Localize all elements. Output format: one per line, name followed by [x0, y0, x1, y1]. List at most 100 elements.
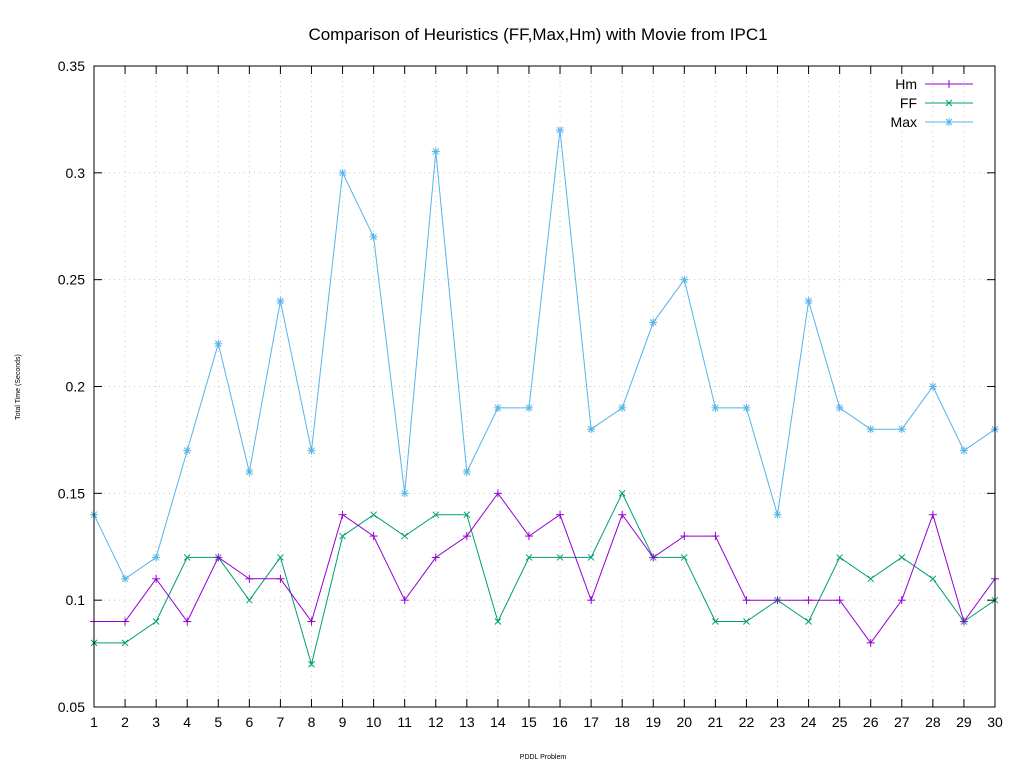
marker-stroke: [401, 532, 409, 540]
x-tick-label: 18: [614, 714, 630, 730]
marker-stroke: [183, 554, 191, 561]
marker-stroke: [898, 554, 906, 561]
legend-marker-hm: [945, 80, 953, 88]
x-tick-label: 19: [645, 714, 661, 730]
data-point-hm: [183, 617, 192, 626]
data-point-max: [431, 147, 440, 156]
marker-stroke: [805, 618, 812, 625]
marker-stroke: [432, 511, 440, 519]
marker-stroke: [867, 425, 875, 433]
marker-stroke: [743, 404, 750, 412]
marker-stroke: [308, 660, 315, 668]
series-line-max: [93, 130, 996, 580]
data-point-ff: [805, 618, 812, 625]
y-axis-label: Total Time (Seconds): [15, 354, 22, 420]
x-tick-label: 20: [677, 714, 693, 730]
data-point-max: [369, 232, 378, 241]
data-point-max: [524, 403, 533, 412]
marker-stroke: [836, 404, 844, 412]
data-point-hm: [742, 596, 751, 605]
x-tick-label: 6: [245, 714, 253, 730]
data-point-max: [152, 553, 161, 562]
marker-stroke: [618, 404, 626, 412]
data-point-hm: [400, 596, 409, 605]
x-tick-label: 13: [459, 714, 475, 730]
x-tick-label: 8: [308, 714, 316, 730]
series-line-hm: [94, 492, 996, 644]
x-tick-label: 25: [832, 714, 848, 730]
data-point-max: [493, 403, 502, 412]
y-tick-label: 0.05: [58, 699, 85, 715]
marker-stroke: [649, 319, 657, 326]
y-tick-label: 0.35: [58, 58, 85, 74]
marker-stroke: [805, 297, 812, 305]
data-point-hm: [711, 532, 720, 541]
x-tick-label: 9: [339, 714, 347, 730]
marker-stroke: [432, 148, 440, 155]
data-point-max: [618, 403, 627, 412]
data-point-max: [897, 425, 906, 434]
data-point-ff: [836, 554, 844, 561]
data-point-hm: [152, 574, 161, 583]
data-point-max: [214, 339, 223, 348]
data-point-max: [400, 489, 409, 498]
data-point-hm: [524, 532, 533, 541]
data-point-ff: [401, 532, 409, 540]
data-point-hm: [649, 553, 658, 562]
data-point-max: [711, 403, 720, 412]
data-point-hm: [121, 617, 130, 626]
marker-stroke: [618, 489, 626, 497]
data-point-hm: [773, 596, 782, 605]
legend: Hm FF Max: [891, 76, 973, 130]
x-tick-label: 24: [801, 714, 817, 730]
data-point-ff: [152, 618, 160, 625]
data-point-max: [804, 297, 813, 306]
x-tick-label: 12: [428, 714, 444, 730]
x-tick-label: 16: [552, 714, 568, 730]
x-tick-label: 17: [583, 714, 599, 730]
marker-stroke: [587, 554, 595, 561]
x-tick-label: 28: [925, 714, 941, 730]
data-point-hm: [835, 596, 844, 605]
series-line-ff: [94, 492, 996, 667]
marker-stroke: [494, 618, 502, 625]
marker-stroke: [370, 233, 377, 241]
data-point-ff: [867, 575, 875, 583]
x-tick-label: 26: [863, 714, 879, 730]
data-point-ff: [432, 511, 440, 519]
x-tick-label: 2: [121, 714, 129, 730]
marker-stroke: [277, 297, 284, 305]
data-point-ff: [929, 575, 937, 583]
x-tick-label: 3: [152, 714, 160, 730]
data-point-hm: [431, 553, 440, 562]
marker-stroke: [587, 425, 595, 433]
marker-stroke: [774, 511, 781, 519]
marker-stroke: [929, 575, 937, 583]
marker-stroke: [214, 340, 222, 348]
data-point-hm: [214, 553, 223, 562]
data-point-ff: [712, 618, 719, 625]
marker-stroke: [339, 169, 346, 177]
data-point-hm: [866, 638, 875, 647]
x-tick-label: 1: [90, 714, 98, 730]
data-point-ff: [463, 511, 471, 519]
marker-stroke: [152, 554, 160, 561]
marker-stroke: [308, 447, 315, 454]
data-point-ff: [370, 511, 377, 519]
data-point-hm: [680, 532, 689, 541]
marker-stroke: [960, 447, 968, 454]
x-tick-label: 27: [894, 714, 910, 730]
data-point-ff: [587, 554, 595, 561]
data-point-max: [866, 425, 875, 434]
marker-stroke: [494, 404, 502, 412]
x-tick-label: 21: [708, 714, 724, 730]
legend-label-max: Max: [891, 114, 917, 130]
marker-stroke: [836, 554, 844, 561]
marker-stroke: [525, 404, 533, 412]
data-point-ff: [743, 618, 750, 625]
marker-stroke: [712, 404, 719, 412]
marker-stroke: [945, 118, 953, 126]
data-point-max: [928, 382, 937, 391]
